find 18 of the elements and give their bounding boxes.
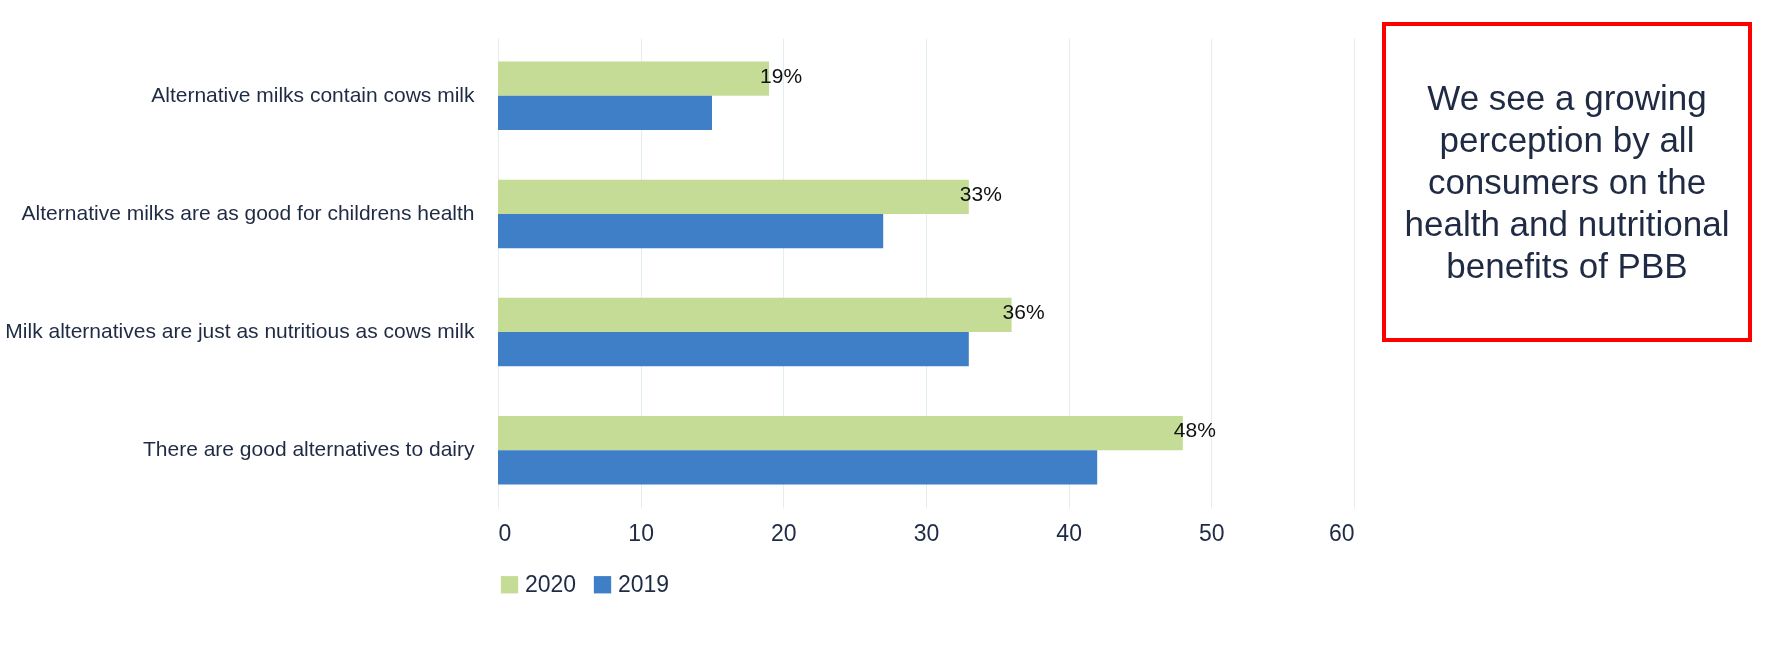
data-label: 33% [959, 181, 1002, 205]
x-tick-label: 0 [498, 519, 512, 546]
legend-label: 2020 [525, 570, 577, 597]
y-tick-label: Milk alternatives are just as nutritious as cows milk [5, 319, 475, 343]
y-tick-label: There are good alternatives to dairy [142, 437, 475, 461]
data-label: 48% [1173, 418, 1216, 442]
x-tick-label: 60 [1328, 519, 1355, 546]
legend-label: 2019 [618, 570, 670, 597]
text: We see a growing perception by all consumers on the health and nutritional benefits of PBB [1382, 22, 1752, 342]
y-tick-label: Alternative milks are as good for childrens health [21, 200, 475, 224]
y-tick-label: Alternative milks contain cows milk [151, 82, 475, 106]
x-tick-label: 40 [1056, 519, 1082, 546]
x-tick-label: 50 [1199, 519, 1225, 546]
x-tick-label: 30 [913, 519, 940, 546]
x-tick-label: 20 [771, 519, 797, 546]
data-label: 19% [760, 63, 803, 87]
data-label: 36% [1002, 299, 1045, 323]
x-tick-label: 10 [628, 519, 654, 546]
